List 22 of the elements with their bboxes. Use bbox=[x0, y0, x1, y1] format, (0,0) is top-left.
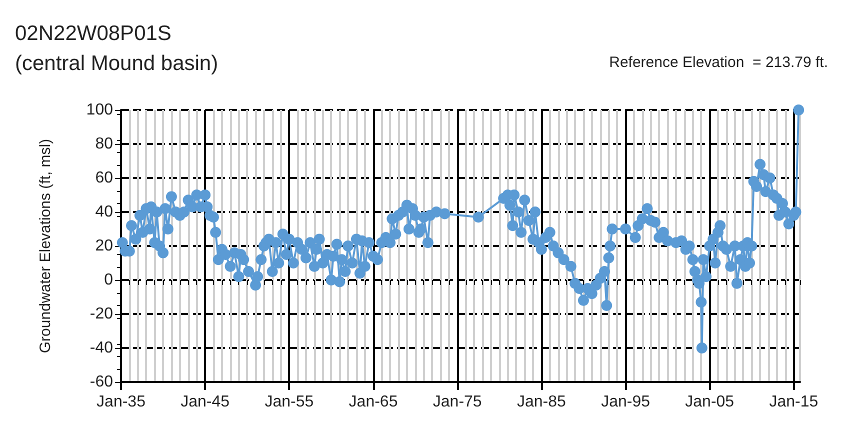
y-tick-label: -20 bbox=[90, 306, 114, 322]
x-tick-label: Jan-15 bbox=[769, 394, 818, 410]
x-tick-label: Jan-75 bbox=[432, 394, 482, 410]
y-tick-label: 20 bbox=[95, 238, 114, 254]
y-tick-label: 80 bbox=[95, 136, 114, 152]
x-tick-label: Jan-65 bbox=[348, 394, 398, 410]
y-tick-label: -40 bbox=[90, 340, 114, 356]
y-tick-label: 40 bbox=[95, 204, 114, 220]
y-tick-label: 100 bbox=[86, 102, 114, 118]
y-tick-label: 60 bbox=[95, 170, 114, 186]
y-tick-label: 0 bbox=[104, 272, 114, 288]
x-tick-label: Jan-55 bbox=[264, 394, 314, 410]
y-tick-label: -60 bbox=[90, 374, 114, 390]
y-axis-title: Groundwater Elevations (ft, msl) bbox=[37, 138, 54, 354]
chart-title: 02N22W08P01S bbox=[15, 22, 172, 45]
x-tick-label: Jan-45 bbox=[180, 394, 230, 410]
x-tick-label: Jan-35 bbox=[96, 394, 146, 410]
x-tick-label: Jan-05 bbox=[685, 394, 734, 410]
text: Reference Elevation = 213.79 ft. bbox=[609, 54, 828, 71]
chart-subtitle: (central Mound basin) bbox=[15, 52, 218, 75]
x-tick-label: Jan-95 bbox=[601, 394, 650, 410]
x-tick-label: Jan-85 bbox=[516, 394, 566, 410]
